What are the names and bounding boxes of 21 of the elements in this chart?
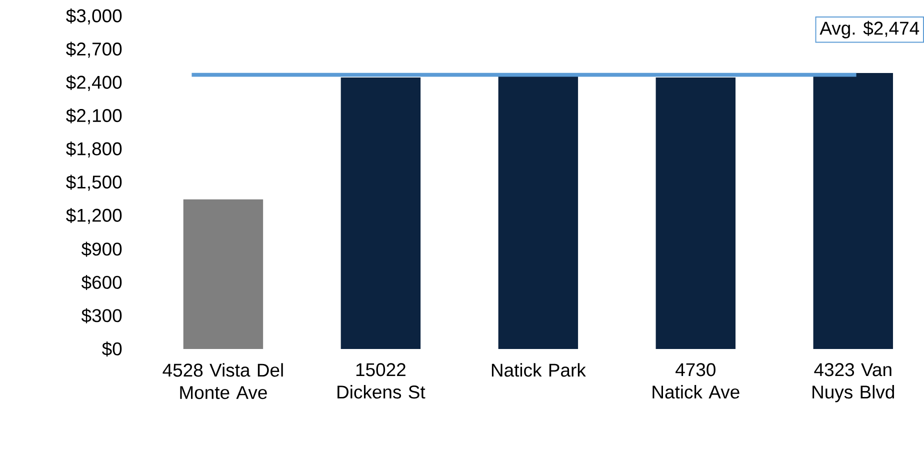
- y-tick-label: $1,800: [66, 142, 122, 158]
- y-tick-label: $1,500: [66, 174, 122, 191]
- y-tick-label: $1,200: [66, 208, 122, 224]
- bar: [183, 200, 264, 350]
- bar: [656, 78, 736, 350]
- x-tick-label: 4323 Van Nuys Blvd: [812, 363, 894, 402]
- x-tick-label: Natick Park: [492, 363, 586, 377]
- y-tick-label: $2,700: [66, 42, 122, 58]
- y-tick-label: $2,400: [66, 75, 122, 92]
- y-tick-label: $900: [81, 242, 122, 257]
- y-tick-label: $2,100: [66, 108, 122, 124]
- x-tick-label: 15022 Dickens St: [338, 363, 426, 399]
- y-tick-label: $0: [102, 342, 122, 357]
- y-tick-label: $300: [81, 308, 122, 324]
- bar: [813, 73, 893, 350]
- ref-line-label: Avg. $2,474: [820, 21, 920, 39]
- y-tick-label: $600: [81, 275, 122, 290]
- x-tick-label: 4730 Natick Ave: [652, 363, 740, 399]
- y-tick-label: $3,000: [66, 8, 122, 25]
- x-tick-label: 4528 Vista Del Monte Ave: [162, 363, 283, 400]
- bar: [340, 78, 421, 350]
